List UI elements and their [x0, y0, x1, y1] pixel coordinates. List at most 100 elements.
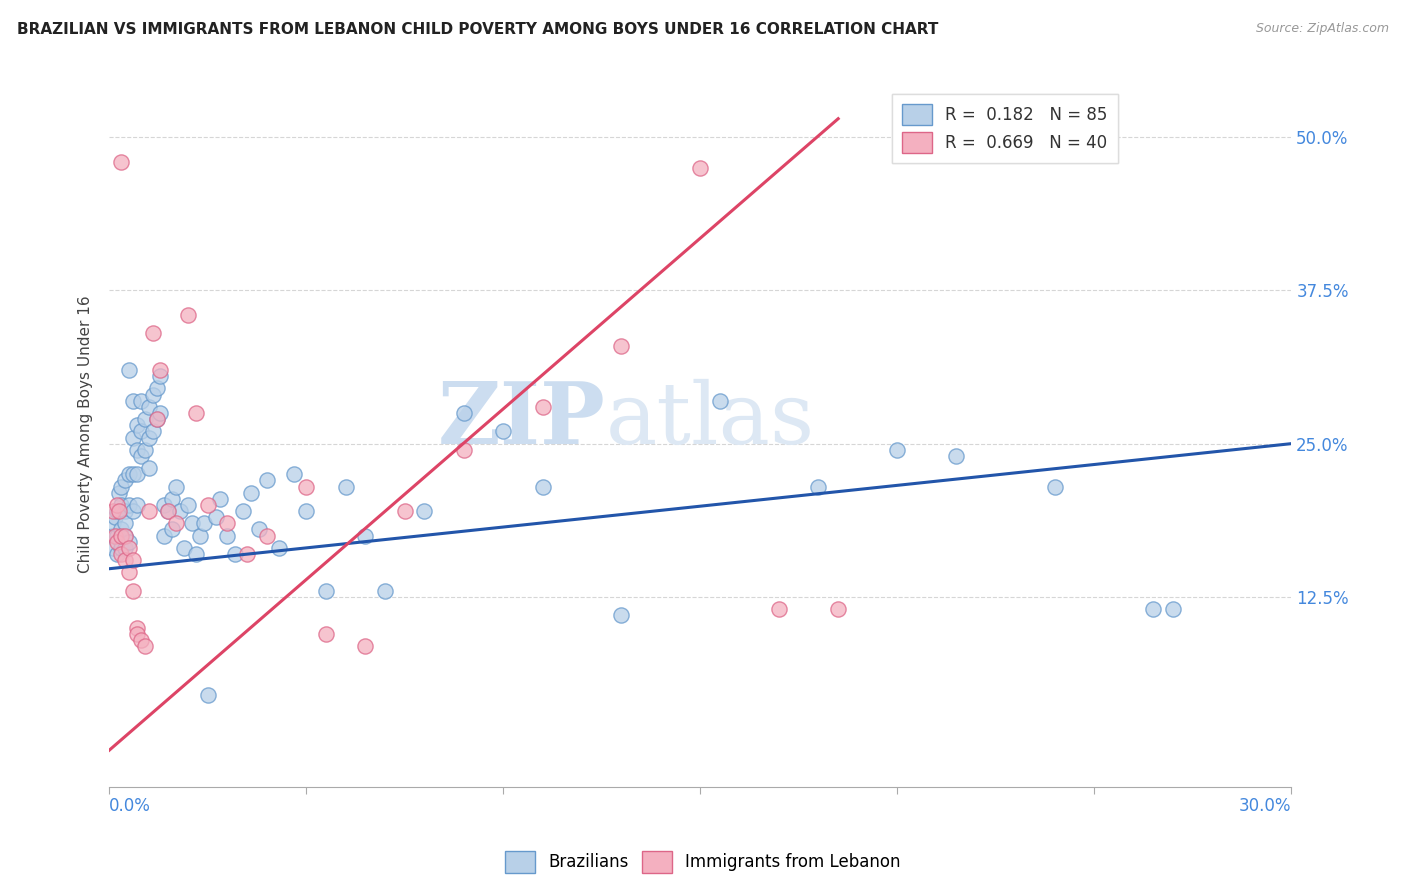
Point — [110, 547, 132, 561]
Point — [374, 583, 396, 598]
Point — [197, 498, 219, 512]
Point — [315, 626, 337, 640]
Point — [153, 498, 176, 512]
Point — [105, 528, 128, 542]
Point — [153, 528, 176, 542]
Point — [122, 467, 145, 482]
Point — [236, 547, 259, 561]
Point — [232, 504, 254, 518]
Y-axis label: Child Poverty Among Boys Under 16: Child Poverty Among Boys Under 16 — [79, 295, 93, 574]
Point — [256, 474, 278, 488]
Point — [125, 442, 148, 457]
Point — [335, 479, 357, 493]
Point — [283, 467, 305, 482]
Point — [157, 504, 180, 518]
Point — [125, 418, 148, 433]
Point — [129, 449, 152, 463]
Point — [129, 425, 152, 439]
Point — [125, 621, 148, 635]
Point — [181, 516, 204, 531]
Point — [125, 498, 148, 512]
Point — [122, 583, 145, 598]
Point — [122, 393, 145, 408]
Point — [165, 479, 187, 493]
Point — [114, 516, 136, 531]
Point — [177, 308, 200, 322]
Point — [145, 382, 167, 396]
Point — [394, 504, 416, 518]
Point — [149, 369, 172, 384]
Point — [149, 406, 172, 420]
Point — [315, 583, 337, 598]
Point — [184, 406, 207, 420]
Point — [134, 412, 156, 426]
Point — [610, 338, 633, 352]
Point — [492, 425, 515, 439]
Point — [610, 608, 633, 623]
Point — [105, 534, 128, 549]
Point — [354, 639, 377, 653]
Point — [256, 528, 278, 542]
Legend: R =  0.182   N = 85, R =  0.669   N = 40: R = 0.182 N = 85, R = 0.669 N = 40 — [891, 94, 1118, 163]
Text: ZIP: ZIP — [439, 378, 606, 462]
Point — [134, 639, 156, 653]
Point — [138, 461, 160, 475]
Point — [945, 449, 967, 463]
Point — [1043, 479, 1066, 493]
Point — [105, 547, 128, 561]
Point — [104, 510, 127, 524]
Point — [173, 541, 195, 555]
Point — [125, 467, 148, 482]
Point — [138, 504, 160, 518]
Text: Source: ZipAtlas.com: Source: ZipAtlas.com — [1256, 22, 1389, 36]
Text: 30.0%: 30.0% — [1239, 797, 1291, 814]
Point — [110, 528, 132, 542]
Point — [188, 528, 211, 542]
Point — [709, 393, 731, 408]
Point — [110, 154, 132, 169]
Point — [689, 161, 711, 175]
Point — [101, 516, 124, 531]
Point — [134, 442, 156, 457]
Point — [114, 504, 136, 518]
Point — [827, 602, 849, 616]
Point — [110, 534, 132, 549]
Point — [197, 688, 219, 702]
Point — [118, 363, 141, 377]
Point — [354, 528, 377, 542]
Point — [129, 632, 152, 647]
Point — [104, 528, 127, 542]
Point — [157, 504, 180, 518]
Point — [142, 387, 165, 401]
Point — [295, 504, 318, 518]
Point — [1142, 602, 1164, 616]
Point — [118, 541, 141, 555]
Point — [177, 498, 200, 512]
Point — [122, 504, 145, 518]
Point — [193, 516, 215, 531]
Point — [105, 498, 128, 512]
Point — [224, 547, 246, 561]
Point — [118, 498, 141, 512]
Point — [118, 566, 141, 580]
Text: atlas: atlas — [606, 379, 815, 462]
Point — [114, 528, 136, 542]
Point — [110, 479, 132, 493]
Point — [110, 523, 132, 537]
Point — [122, 430, 145, 444]
Point — [101, 504, 124, 518]
Point — [217, 516, 239, 531]
Point — [114, 474, 136, 488]
Point — [145, 412, 167, 426]
Point — [165, 516, 187, 531]
Point — [204, 510, 226, 524]
Point — [118, 534, 141, 549]
Point — [142, 425, 165, 439]
Point — [208, 491, 231, 506]
Point — [247, 523, 270, 537]
Point — [129, 393, 152, 408]
Point — [101, 541, 124, 555]
Point — [240, 485, 263, 500]
Legend: Brazilians, Immigrants from Lebanon: Brazilians, Immigrants from Lebanon — [498, 845, 908, 880]
Point — [1161, 602, 1184, 616]
